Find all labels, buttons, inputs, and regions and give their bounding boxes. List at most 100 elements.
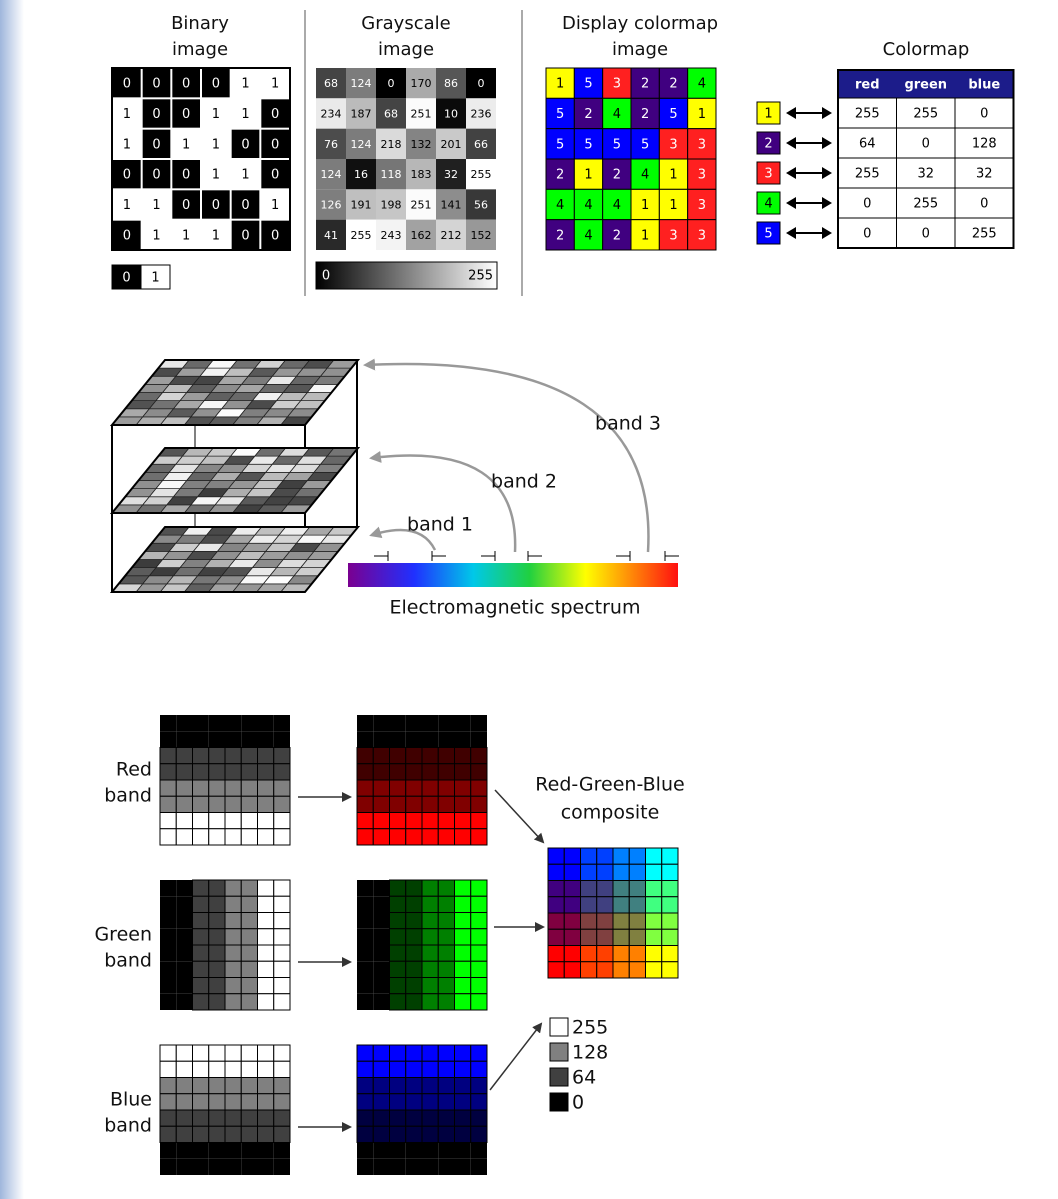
binary-legend-label: 0 — [122, 271, 130, 286]
grayscale-value: 0 — [388, 77, 395, 90]
tinted-cell — [357, 994, 373, 1010]
band-cell — [258, 1094, 274, 1110]
band-cell — [258, 994, 274, 1010]
tinted-cell — [455, 978, 471, 994]
grayscale-value: 201 — [441, 138, 462, 151]
composite-cell — [564, 864, 580, 880]
band-cell — [176, 715, 192, 731]
colormap-index: 2 — [764, 137, 772, 152]
tinted-cell — [438, 961, 454, 977]
band-cell — [274, 913, 290, 929]
tinted-cell — [422, 1126, 438, 1142]
colormap-cell-value: 2 — [556, 228, 564, 243]
tinted-cell — [455, 1061, 471, 1077]
band-cell — [241, 913, 257, 929]
flow-arrow — [490, 1024, 541, 1090]
band-cell — [176, 1045, 192, 1061]
colormap-cell-value: 4 — [698, 77, 706, 92]
tinted-cell — [438, 796, 454, 812]
band-cell — [160, 961, 176, 977]
binary-value: 0 — [212, 77, 220, 92]
colormap-table-value: 255 — [972, 227, 997, 242]
colormap-table-value: 0 — [980, 107, 988, 122]
tinted-cell — [373, 929, 389, 945]
grayscale-value: 170 — [411, 77, 432, 90]
colormap-cell-value: 5 — [641, 137, 649, 152]
tinted-cell — [455, 1143, 471, 1159]
tinted-cell — [357, 748, 373, 764]
colormap-cell-value: 1 — [698, 107, 706, 122]
band-cell — [209, 1078, 225, 1094]
tinted-cell — [406, 1143, 422, 1159]
composite-cell — [597, 848, 613, 864]
band-range — [616, 551, 679, 561]
band-cell — [258, 1045, 274, 1061]
tinted-cell — [438, 994, 454, 1010]
tinted-cell — [390, 913, 406, 929]
band-cell — [209, 1045, 225, 1061]
band-cell — [225, 994, 241, 1010]
band-cell — [209, 764, 225, 780]
band-cell — [274, 945, 290, 961]
tinted-cell — [373, 1159, 389, 1175]
tinted-cell — [373, 994, 389, 1010]
tinted-cell — [390, 715, 406, 731]
composite-cell — [564, 881, 580, 897]
tinted-cell — [357, 1110, 373, 1126]
colormap-index: 3 — [764, 167, 772, 182]
band-cell — [241, 945, 257, 961]
colormap-table-value: 255 — [913, 107, 938, 122]
tinted-cell — [357, 913, 373, 929]
composite-cell — [646, 864, 662, 880]
tinted-cell — [455, 748, 471, 764]
colormap-cell-value: 4 — [584, 198, 592, 213]
composite-cell — [613, 897, 629, 913]
band-cell — [258, 731, 274, 747]
tinted-cell — [357, 945, 373, 961]
band-cell — [176, 880, 192, 896]
side-strip — [0, 0, 24, 1199]
diagram: BinaryimageGrayscaleimageDisplay colorma… — [94, 13, 1013, 1175]
tinted-cell — [357, 880, 373, 896]
composite-cell — [581, 864, 597, 880]
composite-cell — [646, 962, 662, 978]
band-cell — [176, 945, 192, 961]
tinted-cell — [455, 1126, 471, 1142]
grayscale-value: 16 — [354, 168, 368, 181]
tinted-cell — [438, 1045, 454, 1061]
tinted-cell — [422, 1094, 438, 1110]
band-cell — [225, 880, 241, 896]
tinted-cell — [357, 715, 373, 731]
tinted-cell — [373, 978, 389, 994]
band-label: band 2 — [491, 471, 557, 493]
tinted-cell — [455, 880, 471, 896]
band-cell — [176, 1143, 192, 1159]
tinted-cell — [373, 1094, 389, 1110]
binary-value: 0 — [271, 228, 279, 243]
tinted-cell — [438, 929, 454, 945]
band-cell — [160, 1143, 176, 1159]
grayscale-value: 76 — [324, 138, 338, 151]
composite-cell — [629, 848, 645, 864]
binary-value: 0 — [241, 228, 249, 243]
tinted-cell — [406, 929, 422, 945]
tinted-cell — [438, 913, 454, 929]
grayscale-value: 198 — [381, 199, 402, 212]
band-cell — [225, 1078, 241, 1094]
band-cell — [160, 764, 176, 780]
band-cell — [241, 978, 257, 994]
band-cell — [225, 715, 241, 731]
tinted-cell — [438, 945, 454, 961]
composite-cell — [613, 848, 629, 864]
tinted-cell — [373, 913, 389, 929]
tinted-cell — [455, 731, 471, 747]
composite-cell — [646, 881, 662, 897]
band-cell — [176, 764, 192, 780]
band-cell — [241, 961, 257, 977]
tinted-cell — [357, 731, 373, 747]
tinted-cell — [390, 961, 406, 977]
band-cell — [193, 994, 209, 1010]
tinted-cell — [373, 961, 389, 977]
band-cell — [160, 929, 176, 945]
tinted-cell — [422, 780, 438, 796]
